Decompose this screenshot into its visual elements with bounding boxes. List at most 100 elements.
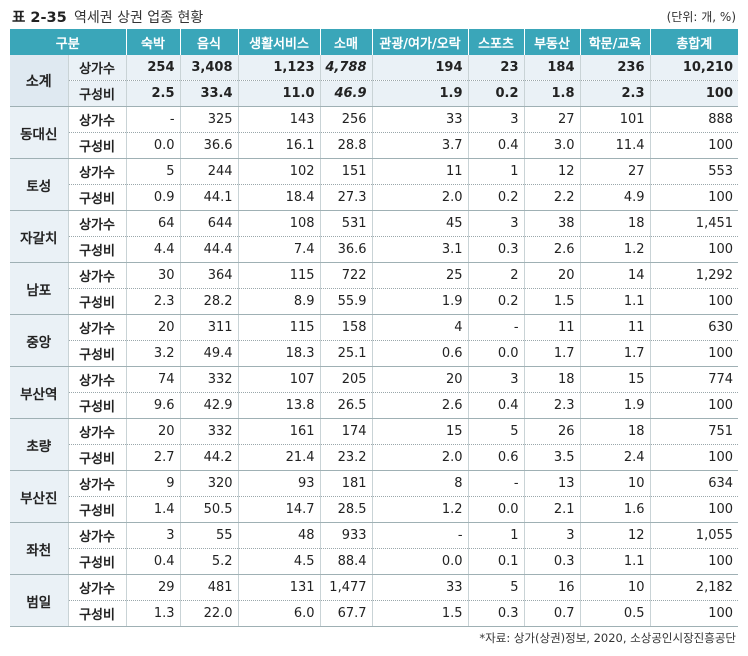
value-cell: 4.9 [580,184,651,211]
region-cell: 좌천 [10,522,69,575]
value-cell: 0.7 [524,600,581,627]
value-cell: 1,477 [320,574,373,601]
region-cell: 초량 [10,418,69,471]
value-cell: 13.8 [238,392,321,419]
value-cell: 0.5 [580,600,651,627]
value-cell: 3,408 [180,55,239,81]
value-cell: 44.4 [180,236,239,263]
value-cell: 33 [372,574,469,601]
value-cell: 100 [650,496,739,523]
value-cell: 3 [524,522,581,549]
metric-cell: 구성비 [68,392,127,419]
value-cell: 16 [524,574,581,601]
value-cell: 100 [650,132,739,159]
value-cell: 0.4 [468,132,525,159]
value-cell: 44.2 [180,444,239,471]
value-cell: 3 [468,366,525,393]
value-cell: 151 [320,158,373,185]
business-type-table: 구분 숙박 음식 생활서비스 소매 관광/여가/오락 스포츠 부동산 학문/교육… [10,29,739,627]
value-cell: 33 [372,106,469,133]
table-row: 구성비 2.7 44.2 21.4 23.2 2.0 0.6 3.5 2.4 100 [10,444,739,471]
value-cell: 0.0 [372,548,469,575]
value-cell: 18 [580,210,651,237]
header-cell: 학문/교육 [580,29,651,55]
value-cell: 27.3 [320,184,373,211]
value-cell: 18.3 [238,340,321,367]
value-cell: 364 [180,262,239,289]
value-cell: 12 [580,522,651,549]
value-cell: 332 [180,366,239,393]
value-cell: 181 [320,470,373,497]
value-cell: 332 [180,418,239,445]
value-cell: 1.7 [524,340,581,367]
value-cell: 6.0 [238,600,321,627]
table-row: 구성비 0.9 44.1 18.4 27.3 2.0 0.2 2.2 4.9 100 [10,184,739,211]
value-cell: 1.9 [372,80,469,107]
value-cell: 26 [524,418,581,445]
value-cell: 325 [180,106,239,133]
value-cell: 1.6 [580,496,651,523]
value-cell: 2.6 [372,392,469,419]
value-cell: 93 [238,470,321,497]
table-row: 구성비 0.4 5.2 4.5 88.4 0.0 0.1 0.3 1.1 100 [10,548,739,575]
value-cell: 50.5 [180,496,239,523]
region-cell: 토성 [10,158,69,211]
value-cell: 100 [650,444,739,471]
header-cell: 음식 [180,29,239,55]
value-cell: 48 [238,522,321,549]
value-cell: 1.9 [372,288,469,315]
value-cell: 0.6 [468,444,525,471]
value-cell: 20 [372,366,469,393]
value-cell: 100 [650,600,739,627]
value-cell: 100 [650,548,739,575]
value-cell: 0.9 [126,184,181,211]
value-cell: 256 [320,106,373,133]
value-cell: 244 [180,158,239,185]
value-cell: 644 [180,210,239,237]
value-cell: 0.2 [468,288,525,315]
value-cell: 1,123 [238,55,321,81]
value-cell: 0.1 [468,548,525,575]
metric-cell: 상가수 [68,418,127,445]
table-row: 구성비 1.4 50.5 14.7 28.5 1.2 0.0 2.1 1.6 100 [10,496,739,523]
value-cell: 67.7 [320,600,373,627]
metric-cell: 구성비 [68,184,127,211]
value-cell: 23 [468,55,525,81]
value-cell: 11.4 [580,132,651,159]
table-row: 중앙 상가수 20 311 115 158 4-11 11 630 [10,314,739,367]
value-cell: 630 [650,314,739,341]
value-cell: 1.2 [580,236,651,263]
value-cell: 2.0 [372,444,469,471]
value-cell: 21.4 [238,444,321,471]
value-cell: 0.2 [468,80,525,107]
metric-cell: 상가수 [68,55,127,81]
table-row: 자갈치 상가수 64 644 108 531 45 3 38 18 1,451 [10,210,739,263]
value-cell: 1.2 [372,496,469,523]
value-cell: 100 [650,236,739,263]
table-row: 범일 상가수 29 481 131 1,477 33 5 16 10 2,182 [10,574,739,627]
value-cell: 5 [468,574,525,601]
value-cell: 55.9 [320,288,373,315]
value-cell: 102 [238,158,321,185]
value-cell: 1 [468,522,525,549]
region-cell: 남포 [10,262,69,315]
metric-cell: 구성비 [68,340,127,367]
table-row: 초량 상가수 20 332 161 174 15 5 26 18 751 [10,418,739,471]
value-cell: 3.0 [524,132,581,159]
value-cell: 2.2 [524,184,581,211]
value-cell: 8 [372,470,469,497]
value-cell: 2.3 [126,288,181,315]
metric-cell: 구성비 [68,236,127,263]
value-cell: 12 [524,158,581,185]
region-cell: 부산진 [10,470,69,523]
value-cell: 0.4 [468,392,525,419]
value-cell: 2.0 [372,184,469,211]
value-cell: 174 [320,418,373,445]
table-row: 부산진 상가수 9 320 93 181 8-13 10 634 [10,470,739,523]
value-cell: 101 [580,106,651,133]
value-cell: 1.7 [580,340,651,367]
value-cell: 11 [580,314,651,341]
value-cell: 100 [650,80,739,107]
value-cell: 0.4 [126,548,181,575]
value-cell: 28.5 [320,496,373,523]
